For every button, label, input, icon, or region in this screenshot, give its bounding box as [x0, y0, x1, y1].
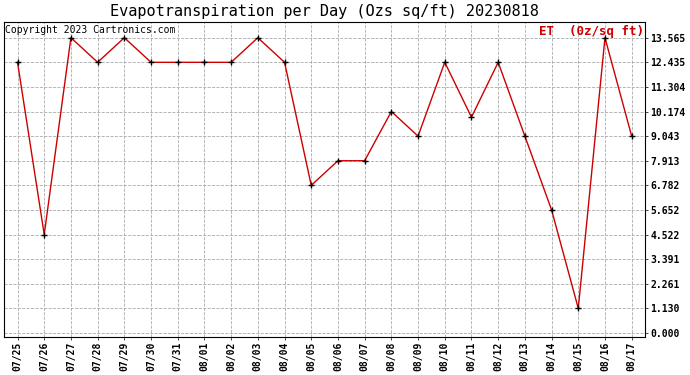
- Text: ET  (0z/sq ft): ET (0z/sq ft): [539, 25, 644, 38]
- Title: Evapotranspiration per Day (Ozs sq/ft) 20230818: Evapotranspiration per Day (Ozs sq/ft) 2…: [110, 4, 539, 19]
- Text: Copyright 2023 Cartronics.com: Copyright 2023 Cartronics.com: [6, 25, 176, 35]
